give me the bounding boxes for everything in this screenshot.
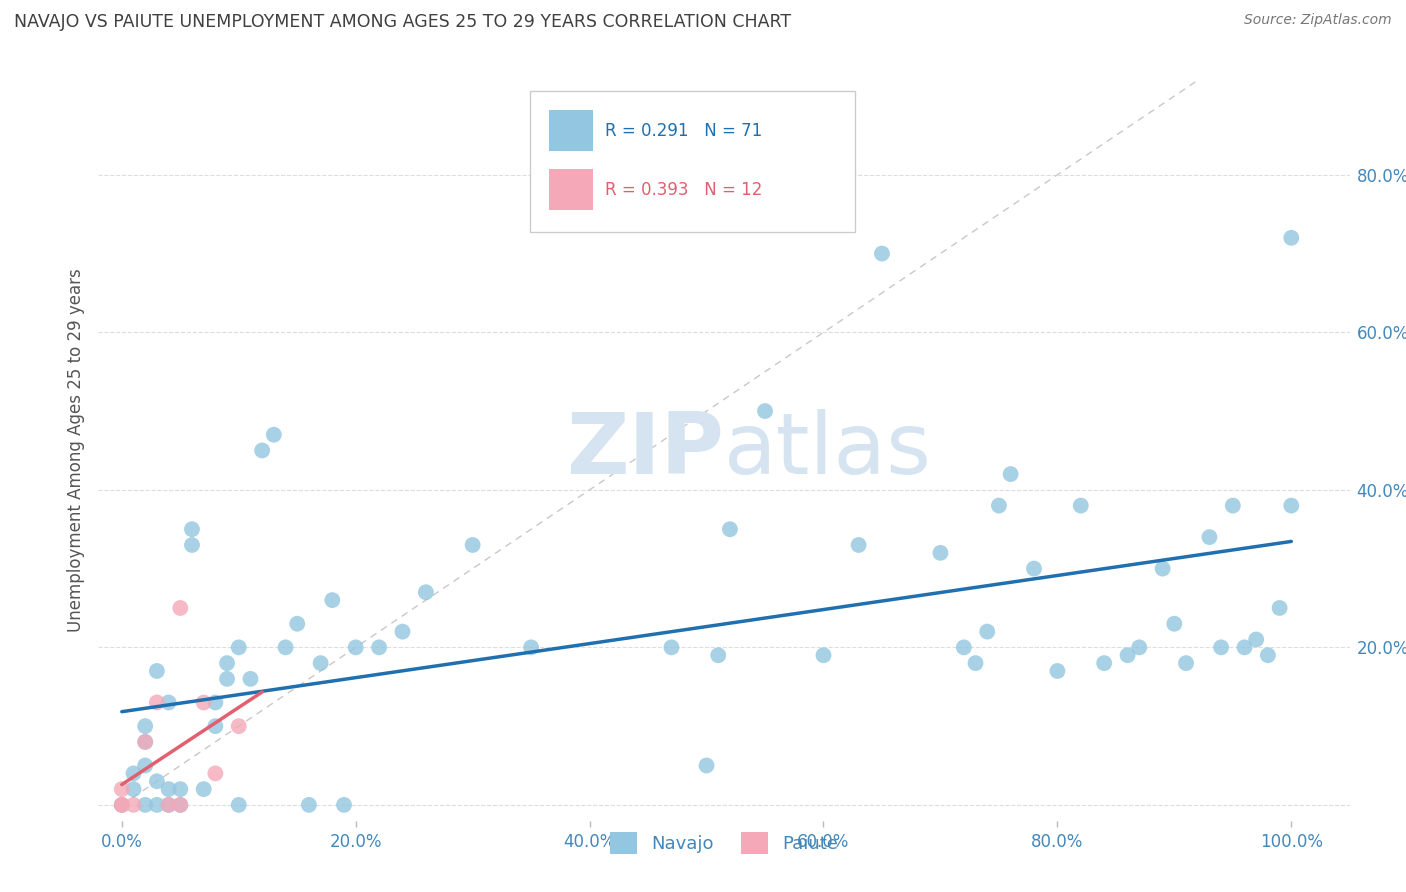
Point [169, 797, 191, 812]
Text: R = 0.393   N = 12: R = 0.393 N = 12 [605, 181, 762, 199]
Point [1175, 656, 1198, 670]
Point [813, 648, 835, 663]
Point [309, 656, 332, 670]
Point [1022, 561, 1045, 575]
Point [134, 735, 156, 749]
Point [1116, 648, 1139, 663]
Text: Source: ZipAtlas.com: Source: ZipAtlas.com [1244, 13, 1392, 28]
Point [415, 585, 437, 599]
Point [146, 696, 169, 710]
Point [368, 640, 391, 655]
Point [111, 782, 134, 797]
Point [169, 797, 191, 812]
Point [461, 538, 484, 552]
Point [215, 672, 238, 686]
Text: R = 0.291   N = 71: R = 0.291 N = 71 [605, 121, 762, 140]
Point [193, 696, 215, 710]
Point [111, 797, 134, 812]
Point [1233, 640, 1256, 655]
Point [976, 624, 998, 639]
Point [391, 624, 413, 639]
Point [239, 672, 262, 686]
Legend: Navajo, Paiute: Navajo, Paiute [600, 823, 848, 863]
Point [1070, 499, 1092, 513]
Point [111, 797, 134, 812]
Point [228, 719, 250, 733]
Point [1152, 561, 1174, 575]
Point [157, 782, 180, 797]
Point [1211, 640, 1233, 655]
Point [146, 774, 169, 789]
Point [987, 499, 1010, 513]
Point [122, 797, 145, 812]
Point [707, 648, 730, 663]
Point [157, 797, 180, 812]
Point [321, 593, 343, 607]
Point [696, 758, 718, 772]
Point [111, 797, 134, 812]
Point [965, 656, 987, 670]
Point [848, 538, 870, 552]
Point [1279, 499, 1302, 513]
Point [754, 404, 776, 418]
Point [215, 656, 238, 670]
Text: ZIP: ZIP [567, 409, 724, 492]
Point [250, 443, 273, 458]
Point [204, 766, 226, 780]
Y-axis label: Unemployment Among Ages 25 to 29 years: Unemployment Among Ages 25 to 29 years [66, 268, 84, 632]
Point [1163, 616, 1185, 631]
Point [181, 538, 204, 552]
Point [122, 782, 145, 797]
Point [193, 782, 215, 797]
Point [204, 719, 226, 733]
Point [169, 782, 191, 797]
Point [953, 640, 976, 655]
Point [1128, 640, 1150, 655]
Point [1198, 530, 1220, 544]
Point [157, 797, 180, 812]
Point [333, 797, 356, 812]
Point [1000, 467, 1022, 481]
Point [146, 797, 169, 812]
Point [1244, 632, 1267, 647]
Point [344, 640, 367, 655]
Point [870, 246, 893, 260]
Point [1092, 656, 1115, 670]
Point [520, 640, 543, 655]
Point [1279, 231, 1302, 245]
Point [157, 696, 180, 710]
FancyBboxPatch shape [548, 169, 593, 210]
Text: atlas: atlas [724, 409, 932, 492]
Point [134, 758, 156, 772]
FancyBboxPatch shape [548, 110, 593, 151]
Point [169, 601, 191, 615]
Point [228, 640, 250, 655]
Point [228, 797, 250, 812]
Point [134, 735, 156, 749]
Point [204, 696, 226, 710]
Point [718, 522, 741, 536]
Point [181, 522, 204, 536]
Point [1257, 648, 1279, 663]
Point [263, 427, 285, 442]
Point [285, 616, 308, 631]
Point [1222, 499, 1244, 513]
Point [298, 797, 321, 812]
Point [661, 640, 683, 655]
Text: NAVAJO VS PAIUTE UNEMPLOYMENT AMONG AGES 25 TO 29 YEARS CORRELATION CHART: NAVAJO VS PAIUTE UNEMPLOYMENT AMONG AGES… [14, 13, 792, 31]
Point [134, 719, 156, 733]
FancyBboxPatch shape [530, 91, 855, 232]
Point [1268, 601, 1291, 615]
Point [929, 546, 952, 560]
Point [134, 797, 156, 812]
Point [274, 640, 297, 655]
Point [146, 664, 169, 678]
Point [122, 766, 145, 780]
Point [1046, 664, 1069, 678]
